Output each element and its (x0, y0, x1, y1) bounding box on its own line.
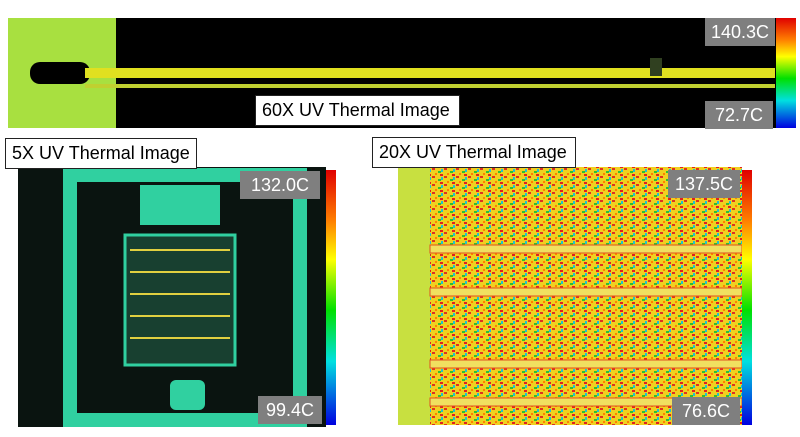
panel-title: 5X UV Thermal Image (5, 138, 197, 169)
image-5x (18, 167, 336, 427)
max-temp: 140.3C (705, 18, 775, 46)
min-temp: 76.6C (672, 397, 740, 425)
max-temp: 137.5C (668, 170, 740, 198)
min-temp: 72.7C (705, 101, 773, 129)
panel-title: 60X UV Thermal Image (255, 95, 460, 126)
min-temp: 99.4C (258, 396, 322, 424)
panel-title: 20X UV Thermal Image (372, 137, 576, 168)
max-temp: 132.0C (240, 171, 320, 199)
image-20x (398, 167, 752, 425)
